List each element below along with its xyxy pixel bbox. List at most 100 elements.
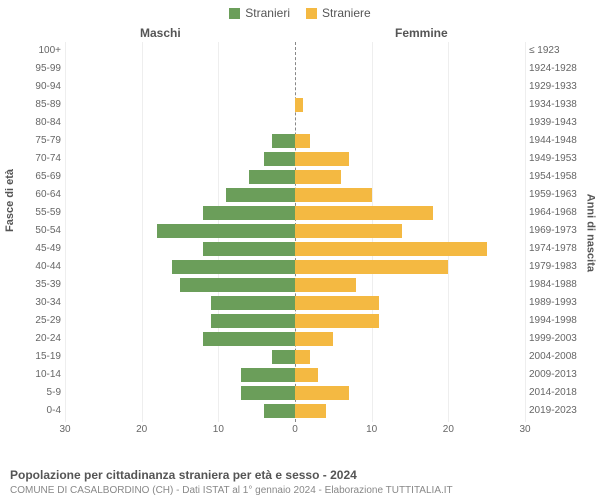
- pyramid-row: 45-491974-1978: [65, 240, 525, 258]
- pyramid-row: 95-991924-1928: [65, 60, 525, 78]
- birth-year-label: 1984-1988: [529, 276, 585, 294]
- age-label: 55-59: [17, 204, 61, 222]
- header-male: Maschi: [140, 26, 181, 40]
- y-axis-label-right: Anni di nascita: [584, 194, 596, 272]
- birth-year-label: ≤ 1923: [529, 42, 585, 60]
- y-axis-label-left: Fasce di età: [4, 169, 16, 232]
- bar-female: [295, 206, 433, 220]
- gridline: [525, 42, 526, 422]
- bar-male: [211, 296, 295, 310]
- bar-female: [295, 404, 326, 418]
- pyramid-row: 60-641959-1963: [65, 186, 525, 204]
- x-tick: 0: [292, 424, 298, 435]
- age-label: 20-24: [17, 330, 61, 348]
- bar-male: [241, 368, 295, 382]
- bar-male: [264, 404, 295, 418]
- birth-year-label: 2014-2018: [529, 384, 585, 402]
- x-tick: 20: [443, 424, 454, 435]
- age-label: 5-9: [17, 384, 61, 402]
- bar-female: [295, 242, 487, 256]
- bar-male: [172, 260, 295, 274]
- age-label: 90-94: [17, 78, 61, 96]
- bar-female: [295, 350, 310, 364]
- age-label: 95-99: [17, 60, 61, 78]
- birth-year-label: 2004-2008: [529, 348, 585, 366]
- birth-year-label: 1999-2003: [529, 330, 585, 348]
- swatch-female: [306, 8, 317, 19]
- plot-region: 100+≤ 192395-991924-192890-941929-193385…: [65, 42, 525, 422]
- bar-male: [157, 224, 295, 238]
- pyramid-row: 80-841939-1943: [65, 114, 525, 132]
- chart-title: Popolazione per cittadinanza straniera p…: [10, 468, 357, 482]
- birth-year-label: 1954-1958: [529, 168, 585, 186]
- birth-year-label: 1929-1933: [529, 78, 585, 96]
- birth-year-label: 1934-1938: [529, 96, 585, 114]
- swatch-male: [229, 8, 240, 19]
- pyramid-row: 5-92014-2018: [65, 384, 525, 402]
- age-label: 65-69: [17, 168, 61, 186]
- pyramid-row: 0-42019-2023: [65, 402, 525, 420]
- age-label: 80-84: [17, 114, 61, 132]
- age-label: 35-39: [17, 276, 61, 294]
- x-tick: 20: [136, 424, 147, 435]
- age-label: 85-89: [17, 96, 61, 114]
- age-label: 75-79: [17, 132, 61, 150]
- birth-year-label: 1989-1993: [529, 294, 585, 312]
- birth-year-label: 1979-1983: [529, 258, 585, 276]
- bar-male: [203, 332, 295, 346]
- pyramid-row: 70-741949-1953: [65, 150, 525, 168]
- age-label: 50-54: [17, 222, 61, 240]
- pyramid-row: 85-891934-1938: [65, 96, 525, 114]
- pyramid-row: 65-691954-1958: [65, 168, 525, 186]
- birth-year-label: 1944-1948: [529, 132, 585, 150]
- chart-subtitle: COMUNE DI CASALBORDINO (CH) - Dati ISTAT…: [10, 485, 453, 496]
- pyramid-row: 25-291994-1998: [65, 312, 525, 330]
- bar-female: [295, 134, 310, 148]
- bar-male: [272, 350, 295, 364]
- age-label: 40-44: [17, 258, 61, 276]
- birth-year-label: 1949-1953: [529, 150, 585, 168]
- age-label: 30-34: [17, 294, 61, 312]
- age-label: 10-14: [17, 366, 61, 384]
- pyramid-row: 10-142009-2013: [65, 366, 525, 384]
- bar-female: [295, 368, 318, 382]
- bar-male: [203, 206, 295, 220]
- bar-male: [264, 152, 295, 166]
- birth-year-label: 2019-2023: [529, 402, 585, 420]
- x-axis: 3020100102030: [65, 424, 525, 440]
- bar-male: [241, 386, 295, 400]
- bar-female: [295, 314, 379, 328]
- pyramid-row: 15-192004-2008: [65, 348, 525, 366]
- bar-female: [295, 98, 303, 112]
- legend-item-female: Straniere: [306, 6, 371, 20]
- age-label: 25-29: [17, 312, 61, 330]
- birth-year-label: 1924-1928: [529, 60, 585, 78]
- birth-year-label: 1939-1943: [529, 114, 585, 132]
- pyramid-row: 75-791944-1948: [65, 132, 525, 150]
- x-tick: 30: [59, 424, 70, 435]
- pyramid-row: 30-341989-1993: [65, 294, 525, 312]
- x-tick: 10: [366, 424, 377, 435]
- bar-male: [226, 188, 295, 202]
- bar-female: [295, 332, 333, 346]
- header-female: Femmine: [395, 26, 448, 40]
- bar-female: [295, 224, 402, 238]
- bar-female: [295, 152, 349, 166]
- bar-male: [249, 170, 295, 184]
- pyramid-row: 20-241999-2003: [65, 330, 525, 348]
- pyramid-row: 40-441979-1983: [65, 258, 525, 276]
- legend-label-male: Stranieri: [245, 6, 290, 20]
- age-label: 0-4: [17, 402, 61, 420]
- bar-male: [203, 242, 295, 256]
- age-label: 70-74: [17, 150, 61, 168]
- pyramid-row: 55-591964-1968: [65, 204, 525, 222]
- bar-female: [295, 386, 349, 400]
- pyramid-row: 90-941929-1933: [65, 78, 525, 96]
- birth-year-label: 1974-1978: [529, 240, 585, 258]
- bar-male: [272, 134, 295, 148]
- pyramid-row: 100+≤ 1923: [65, 42, 525, 60]
- bar-female: [295, 170, 341, 184]
- bar-male: [180, 278, 295, 292]
- x-tick: 30: [519, 424, 530, 435]
- age-label: 60-64: [17, 186, 61, 204]
